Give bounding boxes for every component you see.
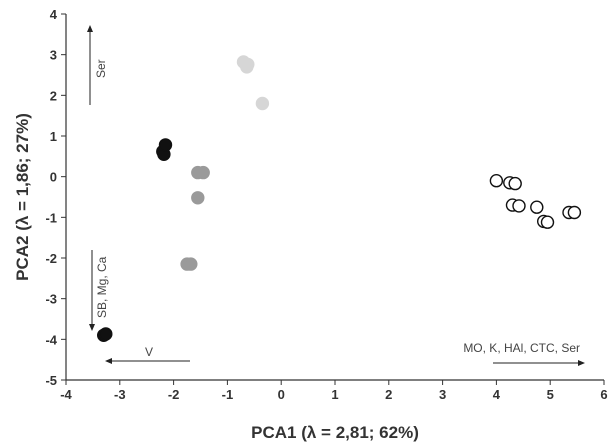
data-point-open-circles [489, 173, 504, 188]
x-tick-label: 5 [547, 387, 554, 402]
axes [65, 14, 604, 381]
x-tick-label: -3 [114, 387, 126, 402]
y-tick-label: -1 [45, 210, 57, 225]
y-tick-label: 2 [50, 88, 57, 103]
data-point-open-circles [512, 199, 526, 213]
x-tick-label: -1 [222, 387, 234, 402]
x-tick-label: 6 [600, 387, 607, 402]
annotation-sb-mg-ca: SB, Mg, Ca [95, 256, 109, 318]
x-tick-label: 2 [385, 387, 392, 402]
y-tick-label: -4 [45, 332, 57, 347]
x-axis-title: PCA1 (λ = 2,81; 62%) [251, 423, 419, 442]
annotation-mo-k-hal-ctc-ser: MO, K, HAl, CTC, Ser [463, 341, 580, 355]
data-point-black-filled [99, 327, 113, 341]
loading-labels: Ser SB, Mg, Ca V MO, K, HAl, CTC, Ser [94, 59, 580, 359]
annotation-ser: Ser [94, 59, 108, 78]
x-tick-label: 4 [493, 387, 501, 402]
data-point-gray-filled [191, 191, 205, 205]
data-point-black-filled [158, 138, 173, 152]
x-tick-label: 3 [439, 387, 446, 402]
data-point-light-gray-filled [240, 60, 254, 74]
y-tick-label: -3 [45, 292, 57, 307]
x-tick-label: -4 [60, 387, 72, 402]
data-point-open-circles [540, 215, 555, 229]
loading-arrows [87, 25, 585, 366]
data-point-open-circles [567, 205, 582, 220]
data-point-light-gray-filled [255, 96, 270, 111]
y-tick-label: 4 [50, 7, 58, 22]
data-point-gray-filled [184, 257, 198, 271]
x-tick-label: 1 [331, 387, 338, 402]
y-tick-label: -5 [45, 373, 57, 388]
y-tick-label: 1 [50, 129, 57, 144]
annotation-v: V [145, 345, 153, 359]
data-point-open-circles [530, 200, 544, 214]
y-tick-label: 3 [50, 48, 57, 63]
data-point-gray-filled [196, 165, 210, 180]
y-ticks: -5 -4 -3 -2 -1 0 1 2 3 4 [45, 7, 66, 388]
y-tick-label: 0 [50, 170, 57, 185]
data-point-open-circles [508, 176, 522, 191]
x-ticks: -4 -3 -2 -1 0 1 2 3 4 5 6 [60, 380, 608, 402]
x-tick-label: -2 [168, 387, 180, 402]
x-tick-label: 0 [278, 387, 285, 402]
y-tick-label: -2 [45, 251, 57, 266]
data-points [96, 55, 582, 342]
y-axis-title: PCA2 (λ = 1,86; 27%) [13, 113, 32, 281]
